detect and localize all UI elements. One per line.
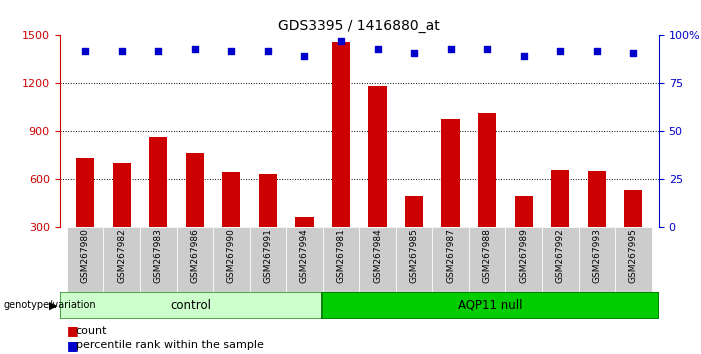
Bar xyxy=(76,158,95,227)
Bar xyxy=(433,227,469,292)
Point xyxy=(262,48,273,53)
Text: GSM267992: GSM267992 xyxy=(556,229,565,283)
Text: GSM267987: GSM267987 xyxy=(446,229,455,284)
Point xyxy=(299,53,310,59)
Point xyxy=(335,38,346,44)
Text: genotype/variation: genotype/variation xyxy=(4,300,96,310)
Bar xyxy=(113,163,131,227)
Bar xyxy=(615,227,652,292)
Bar xyxy=(286,227,322,292)
Bar xyxy=(396,227,433,292)
Bar xyxy=(624,190,643,227)
Bar xyxy=(478,113,496,227)
Bar xyxy=(322,227,360,292)
Text: ▶: ▶ xyxy=(49,300,57,310)
Bar xyxy=(259,174,277,227)
Point xyxy=(116,48,128,53)
Bar xyxy=(442,119,460,227)
Bar xyxy=(369,86,387,227)
Text: GSM267990: GSM267990 xyxy=(227,229,236,284)
Text: AQP11 null: AQP11 null xyxy=(458,299,523,312)
Bar xyxy=(140,227,177,292)
Bar xyxy=(469,227,505,292)
Bar xyxy=(332,42,350,227)
Bar xyxy=(213,227,250,292)
Bar xyxy=(578,227,615,292)
Point xyxy=(79,48,90,53)
Text: GSM267993: GSM267993 xyxy=(592,229,601,284)
Text: GSM267991: GSM267991 xyxy=(264,229,273,284)
Point xyxy=(409,50,420,56)
Text: GSM267988: GSM267988 xyxy=(483,229,491,284)
Bar xyxy=(295,217,313,227)
Text: GSM267984: GSM267984 xyxy=(373,229,382,283)
Text: control: control xyxy=(170,299,211,312)
Point xyxy=(628,50,639,56)
Text: percentile rank within the sample: percentile rank within the sample xyxy=(76,340,264,350)
Bar xyxy=(359,227,396,292)
Point xyxy=(482,46,493,52)
Bar xyxy=(515,196,533,227)
Bar xyxy=(505,227,542,292)
Bar xyxy=(177,227,213,292)
Point xyxy=(153,48,164,53)
Bar xyxy=(587,171,606,227)
Text: count: count xyxy=(76,326,107,336)
Point xyxy=(372,46,383,52)
Text: GSM267989: GSM267989 xyxy=(519,229,529,284)
Text: GSM267994: GSM267994 xyxy=(300,229,309,283)
Point xyxy=(189,46,200,52)
Bar xyxy=(104,227,140,292)
Bar xyxy=(60,292,322,319)
Point xyxy=(591,48,602,53)
Point xyxy=(445,46,456,52)
Point xyxy=(554,48,566,53)
Bar xyxy=(551,170,569,227)
Bar xyxy=(405,196,423,227)
Bar xyxy=(322,292,659,319)
Point xyxy=(226,48,237,53)
Text: ■: ■ xyxy=(67,325,79,337)
Text: GSM267983: GSM267983 xyxy=(154,229,163,284)
Text: GSM267981: GSM267981 xyxy=(336,229,346,284)
Text: GSM267982: GSM267982 xyxy=(117,229,126,283)
Text: GSM267995: GSM267995 xyxy=(629,229,638,284)
Text: GSM267980: GSM267980 xyxy=(81,229,90,284)
Text: GSM267985: GSM267985 xyxy=(409,229,418,284)
Bar xyxy=(542,227,578,292)
Bar xyxy=(67,227,104,292)
Bar xyxy=(222,172,240,227)
Point xyxy=(518,53,529,59)
Title: GDS3395 / 1416880_at: GDS3395 / 1416880_at xyxy=(278,19,440,33)
Bar xyxy=(250,227,286,292)
Bar xyxy=(149,137,168,227)
Text: ■: ■ xyxy=(67,339,79,352)
Text: GSM267986: GSM267986 xyxy=(190,229,199,284)
Bar xyxy=(186,153,204,227)
